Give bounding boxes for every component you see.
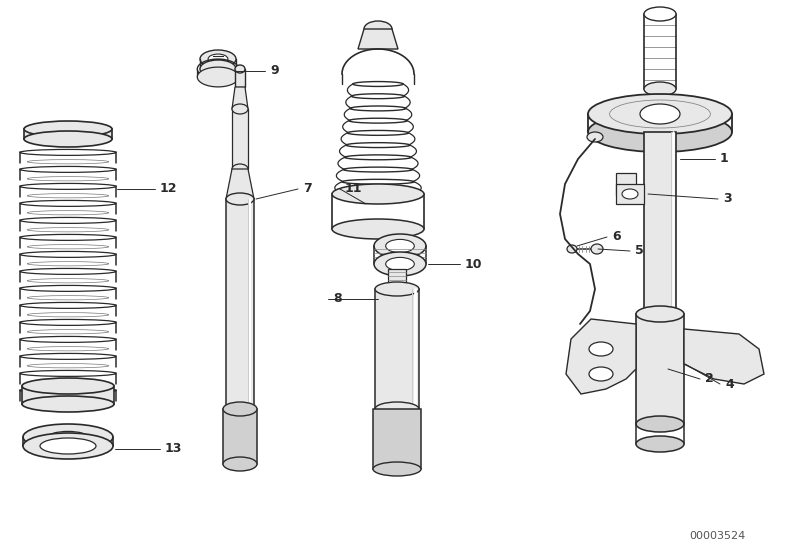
- Polygon shape: [373, 409, 421, 469]
- Text: 13: 13: [165, 443, 182, 456]
- Text: 7: 7: [303, 182, 312, 196]
- Ellipse shape: [591, 244, 603, 254]
- Ellipse shape: [22, 378, 114, 394]
- Ellipse shape: [200, 60, 236, 78]
- Ellipse shape: [374, 234, 426, 258]
- Ellipse shape: [386, 239, 415, 253]
- Ellipse shape: [223, 402, 257, 416]
- Text: 8: 8: [333, 292, 342, 306]
- Polygon shape: [235, 69, 245, 87]
- Text: 11: 11: [345, 182, 363, 196]
- Ellipse shape: [223, 457, 257, 471]
- Ellipse shape: [636, 436, 684, 452]
- Ellipse shape: [644, 82, 676, 96]
- Text: 5: 5: [635, 244, 644, 258]
- Text: 6: 6: [612, 230, 621, 244]
- Text: 9: 9: [270, 64, 279, 78]
- Ellipse shape: [232, 164, 248, 174]
- Ellipse shape: [23, 433, 113, 459]
- Polygon shape: [226, 169, 254, 199]
- Ellipse shape: [235, 65, 245, 73]
- Ellipse shape: [644, 7, 676, 21]
- Ellipse shape: [636, 306, 684, 322]
- Ellipse shape: [373, 462, 421, 476]
- Ellipse shape: [386, 257, 415, 271]
- Ellipse shape: [197, 67, 239, 87]
- Ellipse shape: [375, 402, 419, 416]
- Ellipse shape: [23, 424, 113, 450]
- Ellipse shape: [208, 54, 228, 64]
- Ellipse shape: [375, 282, 419, 296]
- Ellipse shape: [332, 219, 424, 239]
- Polygon shape: [566, 319, 636, 394]
- Ellipse shape: [567, 245, 577, 253]
- Bar: [616, 184, 644, 204]
- Ellipse shape: [364, 21, 392, 37]
- Ellipse shape: [622, 189, 638, 199]
- Polygon shape: [358, 29, 398, 49]
- Polygon shape: [232, 109, 248, 169]
- Polygon shape: [375, 289, 419, 409]
- Ellipse shape: [226, 193, 254, 205]
- Ellipse shape: [24, 131, 112, 147]
- Ellipse shape: [232, 104, 248, 114]
- Ellipse shape: [24, 121, 112, 137]
- Polygon shape: [223, 409, 257, 464]
- Ellipse shape: [374, 252, 426, 276]
- Polygon shape: [226, 199, 254, 409]
- Polygon shape: [22, 386, 114, 404]
- Ellipse shape: [640, 104, 680, 124]
- Polygon shape: [644, 132, 676, 314]
- Bar: [58, 433, 78, 441]
- Ellipse shape: [588, 94, 732, 134]
- Polygon shape: [684, 329, 764, 384]
- Polygon shape: [232, 87, 248, 109]
- Ellipse shape: [332, 184, 424, 204]
- Text: 2: 2: [705, 372, 714, 386]
- Ellipse shape: [589, 367, 613, 381]
- Text: 10: 10: [465, 258, 483, 271]
- Ellipse shape: [22, 396, 114, 412]
- Ellipse shape: [200, 50, 236, 68]
- Text: 1: 1: [720, 153, 729, 165]
- Bar: [616, 173, 636, 195]
- Ellipse shape: [49, 432, 88, 443]
- Text: 12: 12: [160, 182, 177, 196]
- Polygon shape: [24, 129, 112, 139]
- Ellipse shape: [636, 416, 684, 432]
- Ellipse shape: [587, 132, 603, 142]
- Polygon shape: [388, 269, 406, 289]
- Ellipse shape: [588, 112, 732, 152]
- Polygon shape: [636, 314, 684, 424]
- Ellipse shape: [589, 342, 613, 356]
- Text: 4: 4: [725, 377, 733, 391]
- Text: 00003524: 00003524: [689, 531, 745, 541]
- Ellipse shape: [40, 438, 96, 454]
- Text: 3: 3: [723, 192, 732, 206]
